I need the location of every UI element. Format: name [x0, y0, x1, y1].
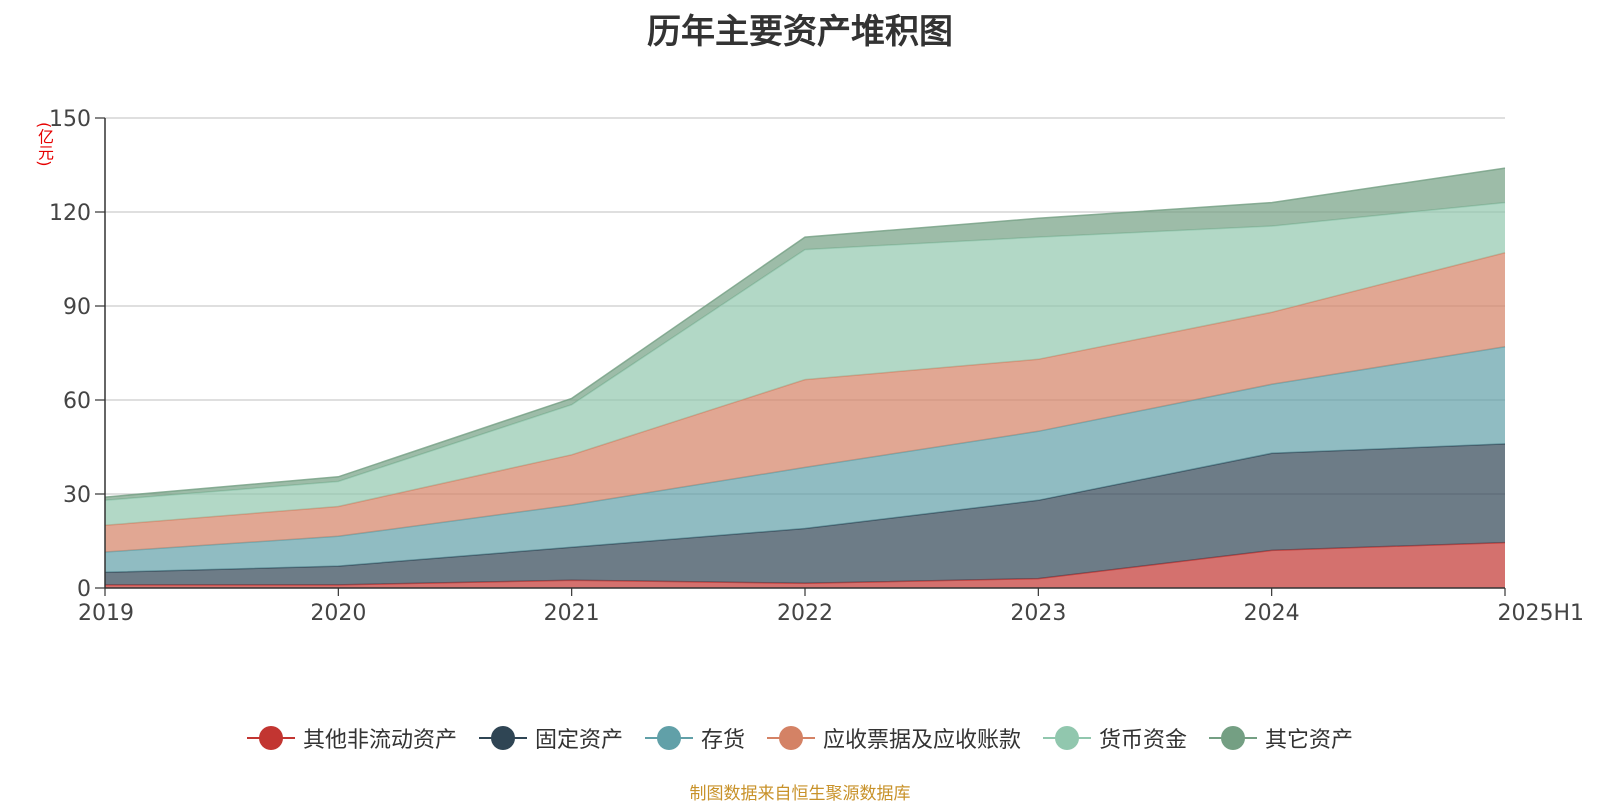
legend-item[interactable]: 固定资产: [478, 722, 623, 754]
data-source-note: 制图数据来自恒生聚源数据库: [689, 784, 911, 804]
area-series-货币资金: [105, 202, 1505, 526]
x-tick-label: 2024: [1244, 601, 1300, 626]
x-tick-label: 2025H1: [1497, 601, 1584, 626]
x-tick-label: 2019: [78, 601, 134, 626]
area-series-应收票据及应收账款: [105, 252, 1505, 552]
legend-item[interactable]: 应收票据及应收账款: [767, 722, 1021, 754]
legend-marker: [1209, 725, 1258, 751]
legend-marker: [1043, 725, 1092, 751]
area-series-其他非流动资产: [105, 542, 1505, 588]
x-tick-label: 2021: [544, 601, 600, 626]
legend-marker-dot: [258, 726, 283, 750]
legend-label: 其它资产: [1265, 728, 1354, 753]
area-series-存货: [105, 346, 1505, 573]
legend-marker: [246, 725, 295, 751]
y-tick-label: 30: [63, 483, 91, 508]
y-tick-label: 0: [77, 577, 91, 602]
legend-marker-dot: [490, 726, 515, 750]
area-series-其它资产: [105, 168, 1505, 501]
legend-marker: [644, 725, 693, 751]
legend-label: 固定资产: [534, 728, 623, 753]
legend-item[interactable]: 其它资产: [1209, 722, 1353, 754]
y-tick-label: 120: [49, 201, 91, 226]
legend-marker-dot: [1055, 726, 1080, 750]
legend-label: 应收票据及应收账款: [823, 728, 1022, 753]
legend-item[interactable]: 货币资金: [1043, 722, 1187, 754]
area-line-其它资产: [104, 167, 1506, 498]
legend-label: 货币资金: [1099, 728, 1188, 753]
legend-label: 存货: [700, 728, 745, 753]
x-tick-label: 2020: [310, 601, 366, 626]
y-tick-label: 90: [63, 295, 91, 320]
area-series-固定资产: [105, 443, 1505, 585]
legend-marker-dot: [1221, 726, 1246, 750]
legend-marker-dot: [779, 726, 803, 750]
legend-marker: [478, 725, 527, 751]
legend-marker: [767, 725, 815, 751]
y-tick-label: 60: [63, 389, 91, 414]
x-tick-label: 2022: [777, 601, 833, 626]
legend-item[interactable]: 存货: [644, 722, 745, 754]
y-axis-unit-label: (亿元): [35, 122, 54, 167]
chart-legend: 其他非流动资产 固定资产 存货 应收票据及应收账款 货币资金 其它资产: [0, 720, 1600, 756]
chart-title: 历年主要资产堆积图: [647, 12, 953, 52]
legend-item[interactable]: 其他非流动资产: [246, 722, 457, 754]
legend-label: 其他非流动资产: [302, 728, 457, 753]
legend-marker-dot: [656, 726, 681, 750]
y-tick-label: 150: [49, 107, 91, 132]
x-tick-label: 2023: [1010, 601, 1066, 626]
